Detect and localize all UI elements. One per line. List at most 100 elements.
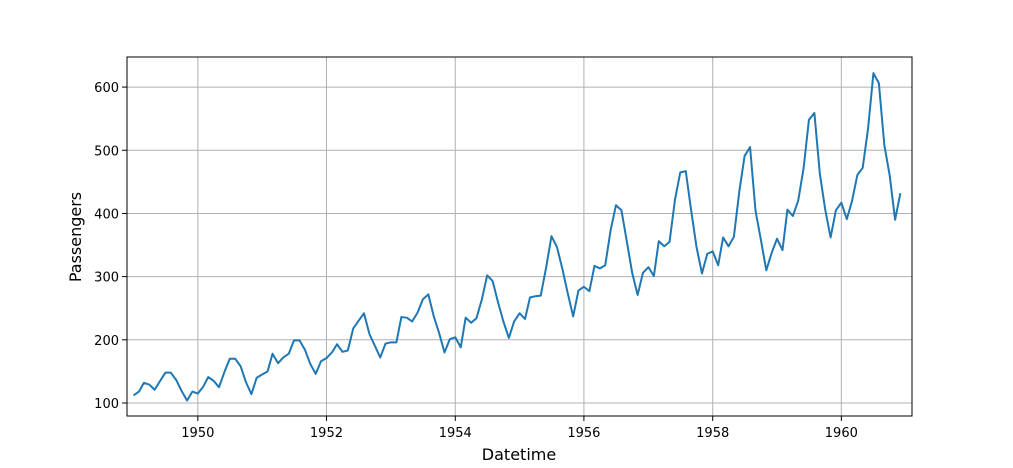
data-point [797,200,799,202]
data-point [331,351,333,353]
data-point [475,317,477,319]
data-point [604,264,606,266]
data-point [840,202,842,204]
data-point [223,371,225,373]
data-point [256,377,258,379]
data-point [610,229,612,231]
data-point [395,341,397,343]
data-point [583,286,585,288]
data-point [872,72,874,74]
data-point [786,209,788,211]
data-point [191,391,193,393]
data-point [164,372,166,374]
data-point [615,204,617,206]
data-point [492,280,494,282]
data-point [143,382,145,384]
data-point [352,327,354,329]
y-tick-label: 400 [94,207,119,222]
data-point [749,146,751,148]
data-point [572,315,574,317]
data-point [197,393,199,395]
data-point [138,391,140,393]
gridlines [127,57,912,416]
data-point [669,241,671,243]
data-point [733,236,735,238]
data-point [449,338,451,340]
data-point [384,343,386,345]
data-point [712,250,714,252]
data-point [690,210,692,212]
data-point [342,351,344,353]
data-point [267,370,269,372]
data-point [154,389,156,391]
data-point [481,298,483,300]
data-point [701,272,703,274]
data-point [293,339,295,341]
data-point [738,190,740,192]
data-point [696,246,698,248]
y-tick-label: 500 [94,144,119,159]
data-point [550,235,552,237]
data-point [728,245,730,247]
data-point [534,295,536,297]
data-point [234,358,236,360]
data-point [519,312,521,314]
passengers-line [132,72,902,402]
data-point [862,167,864,169]
data-point [304,349,306,351]
data-point [593,265,595,267]
data-point [663,245,665,247]
data-point [218,386,220,388]
data-point [427,293,429,295]
data-point [325,357,327,359]
data-point [529,296,531,298]
data-point [470,322,472,324]
data-point [240,365,242,367]
data-point [899,192,901,194]
data-point [465,317,467,319]
data-point [781,249,783,251]
data-point [148,384,150,386]
y-tick-label: 600 [94,81,119,96]
data-point [824,208,826,210]
data-point [679,171,681,173]
data-point [363,312,365,314]
y-tick-label: 100 [94,397,119,412]
data-point [438,332,440,334]
y-axis-label: Passengers [66,192,85,282]
data-point [771,252,773,254]
data-point [803,167,805,169]
x-axis-label: Datetime [482,445,556,464]
data-point [433,315,435,317]
data-point [347,350,349,352]
data-point [626,241,628,243]
data-point [674,199,676,201]
x-tick-label: 1954 [439,426,472,441]
data-point [813,112,815,114]
data-point [808,119,810,121]
data-point [202,386,204,388]
data-point [454,336,456,338]
data-point [358,320,360,322]
data-point [620,209,622,211]
data-point [599,267,601,269]
data-point [229,358,231,360]
data-point [379,356,381,358]
x-tick-label: 1960 [825,426,858,441]
series-layer [132,72,902,402]
data-point [336,343,338,345]
data-point [765,269,767,271]
x-tick-label: 1956 [567,426,600,441]
data-point [320,360,322,362]
data-point [588,290,590,292]
data-point [685,170,687,172]
data-point [460,346,462,348]
y-tick-label: 300 [94,271,119,286]
data-point [390,341,392,343]
data-point [653,275,655,277]
data-point [755,210,757,212]
data-point [637,294,639,296]
data-point [299,339,301,341]
